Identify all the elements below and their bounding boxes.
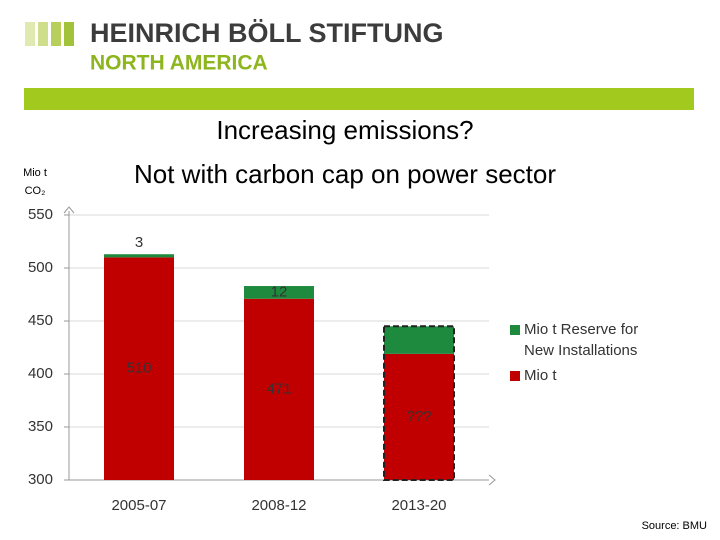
- y-tick-label: 350: [28, 418, 53, 435]
- legend-swatch: [510, 325, 520, 335]
- y-tick-label: 300: [28, 471, 53, 488]
- x-tick-label: 2013-20: [391, 497, 446, 514]
- bar-segment: [244, 286, 314, 299]
- bar-segment: [384, 326, 454, 354]
- dashed-outline: [383, 325, 455, 481]
- y-tick-label: 450: [28, 312, 53, 329]
- chart-title: Not with carbon cap on power sector: [134, 159, 556, 189]
- axis-arrow: [63, 206, 75, 214]
- bar-segment: [384, 353, 454, 480]
- header-bar: [24, 88, 694, 110]
- data-label: 471: [266, 380, 291, 397]
- bar-segment: [244, 298, 314, 480]
- bar-segment: [104, 257, 174, 480]
- y-axis-label: CO₂: [25, 185, 46, 197]
- chart-title: Increasing emissions?: [216, 115, 473, 145]
- y-tick-label: 500: [28, 259, 53, 276]
- data-label: ???: [406, 408, 431, 425]
- org-region: NORTH AMERICA: [90, 52, 268, 75]
- data-label: 12: [271, 283, 288, 300]
- org-name: HEINRICH BÖLL STIFTUNG: [90, 18, 444, 48]
- x-tick-label: 2005-07: [111, 497, 166, 514]
- bar-segment: [104, 254, 174, 258]
- data-label: 510: [126, 360, 151, 377]
- y-tick-label: 400: [28, 365, 53, 382]
- plot: 300 350 400 450 500 550 2005-07 510 3 2008-12 471 1…: [28, 206, 638, 514]
- legend-label: Mio t: [524, 367, 557, 384]
- y-axis-label: Mio t: [23, 167, 47, 179]
- axis-arrow: [488, 474, 496, 486]
- data-label: 3: [135, 234, 143, 251]
- legend-label: Mio t Reserve for New Installations: [524, 321, 638, 359]
- source: Source: BMU: [642, 520, 707, 532]
- y-tick-label: 550: [28, 206, 53, 223]
- x-tick-label: 2008-12: [251, 497, 306, 514]
- logo-marks: [25, 22, 74, 46]
- legend-swatch: [510, 371, 520, 381]
